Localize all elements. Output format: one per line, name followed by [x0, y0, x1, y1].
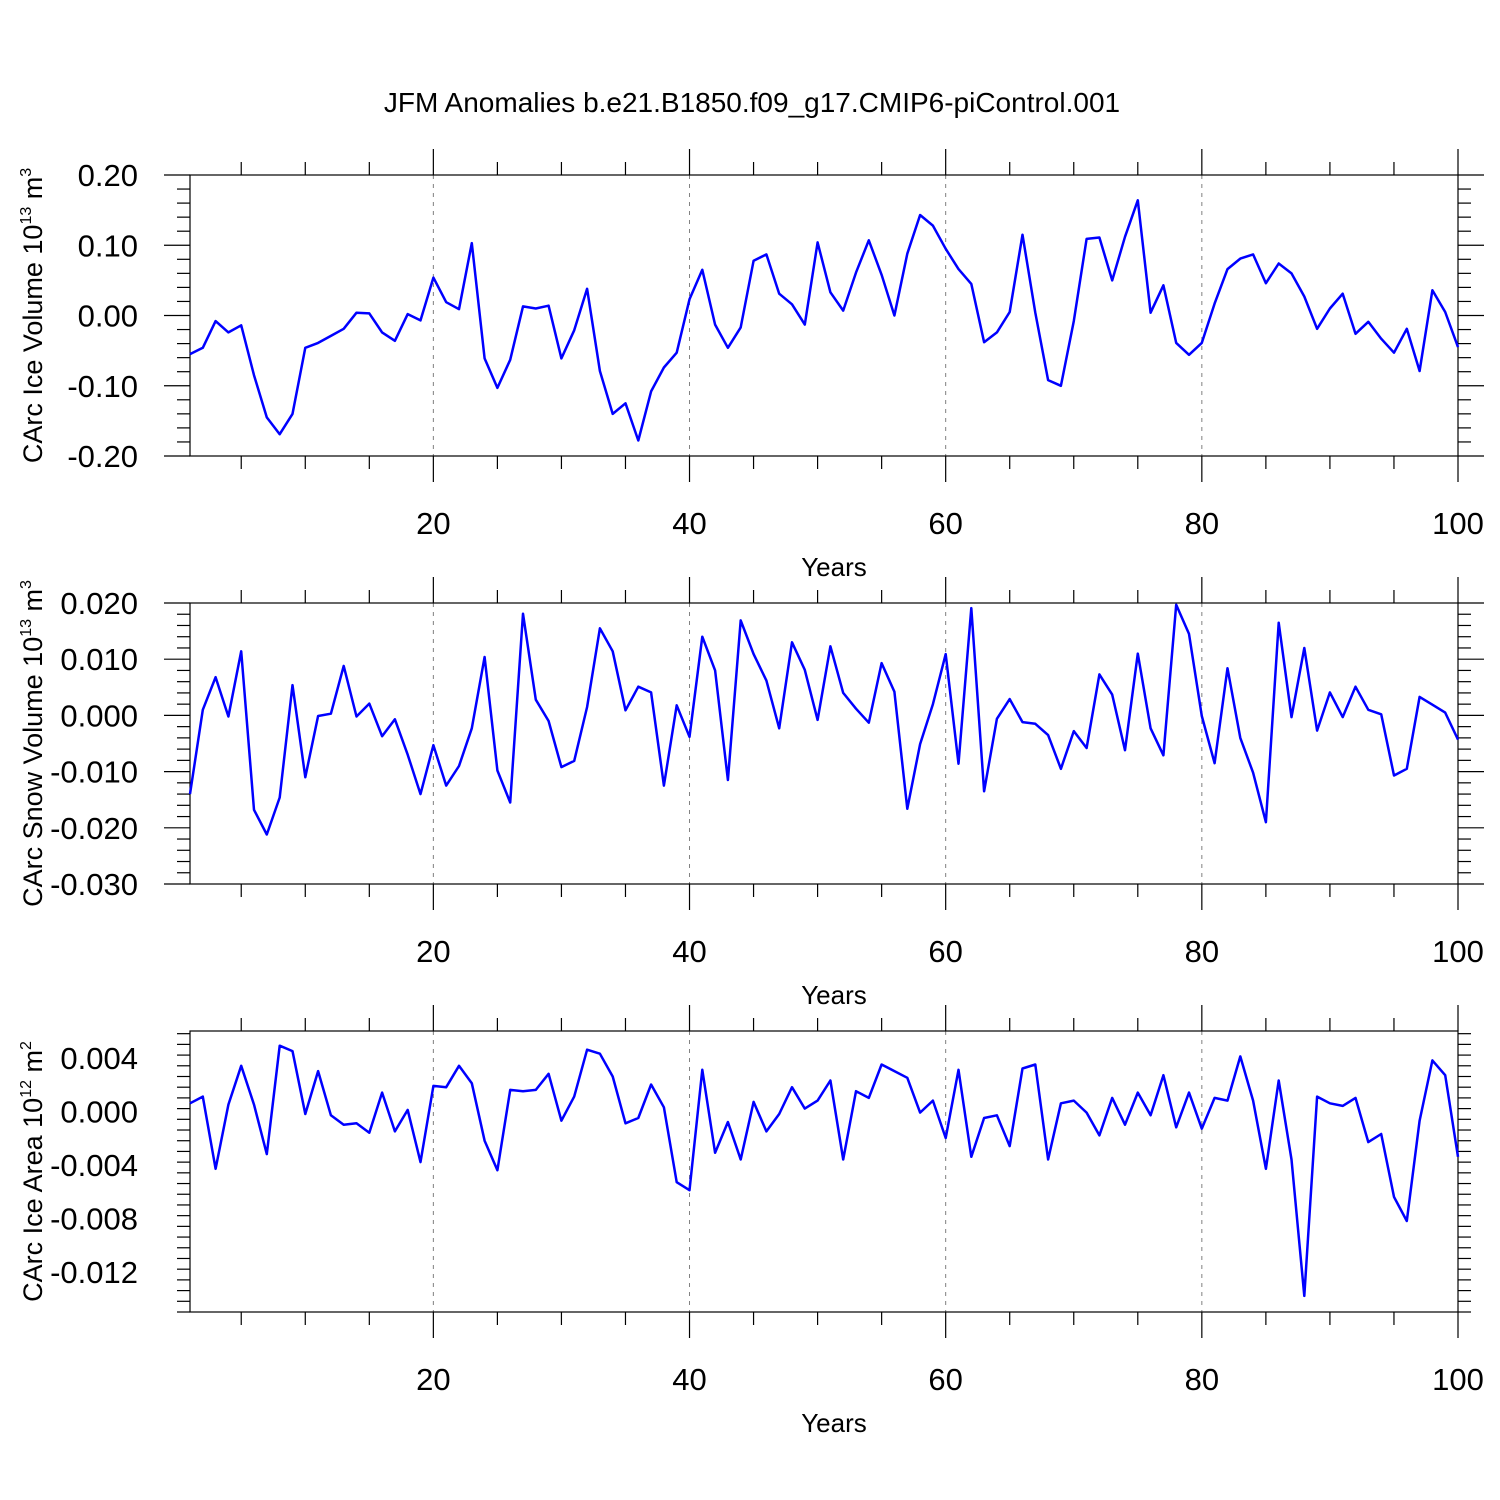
y-tick-label-1: -0.008: [50, 1201, 138, 1236]
x-axis-label: Years: [801, 980, 867, 1010]
x-tick-label-60: 60: [928, 934, 962, 969]
y-tick-label-4: 0.004: [60, 1041, 138, 1076]
x-tick-label-40: 40: [672, 934, 706, 969]
x-tick-label-40: 40: [672, 1362, 706, 1397]
y-tick-label-1: -0.10: [67, 369, 138, 404]
x-tick-label-60: 60: [928, 506, 962, 541]
series-line-ice_volume: [189, 199, 1460, 442]
y-tick-label-2: -0.010: [50, 755, 138, 790]
y-tick-label-3: 0.000: [60, 698, 138, 733]
plot-frame: [189, 602, 1459, 885]
panels: 20 40 60 80 100 -0.20 -0.10 0.00 0.10 0.20 Years CA…: [18, 149, 1484, 1438]
y-axis-label: CArc Snow Volume 1013 m3: [18, 580, 48, 907]
x-tick-label-80: 80: [1185, 506, 1219, 541]
y-tick-label-5: 0.020: [60, 586, 138, 621]
panel-1: 20 40 60 80 100 -0.20 -0.10 0.00 0.10 0.20 Years CA…: [18, 149, 1484, 582]
x-tick-label-20: 20: [416, 1362, 450, 1397]
panel-2: 20 40 60 80 100 -0.030 -0.020 -0.010 0.000 0.010 0…: [18, 577, 1484, 1010]
y-tick-label-3: 0.000: [60, 1094, 138, 1129]
plot-frame: [189, 174, 1459, 457]
y-tick-label-0: -0.20: [67, 439, 138, 474]
y-tick-label-4: 0.20: [78, 158, 138, 193]
y-tick-label-0: -0.030: [50, 867, 138, 902]
series-line-snow_volume: [188, 603, 1460, 836]
y-tick-label-1: -0.020: [50, 811, 138, 846]
x-tick-label-80: 80: [1185, 934, 1219, 969]
panel-3: 20 40 60 80 100 -0.012 -0.008 -0.004 0.000 0.004 Y…: [18, 1005, 1484, 1438]
y-tick-label-2: 0.00: [78, 299, 138, 334]
series-line-ice_area: [189, 1044, 1460, 1298]
x-tick-label-80: 80: [1185, 1362, 1219, 1397]
y-tick-label-0: -0.012: [50, 1255, 138, 1290]
y-axis-label: CArc Ice Area 1012 m2: [18, 1041, 48, 1302]
x-tick-label-20: 20: [416, 506, 450, 541]
x-tick-label-100: 100: [1432, 1362, 1484, 1397]
y-tick-label-3: 0.10: [78, 228, 138, 263]
x-tick-label-20: 20: [416, 934, 450, 969]
x-axis-label: Years: [801, 1408, 867, 1438]
x-tick-label-40: 40: [672, 506, 706, 541]
x-tick-label-60: 60: [928, 1362, 962, 1397]
y-axis-label: CArc Ice Volume 1013 m3: [18, 168, 48, 463]
y-tick-label-2: -0.004: [50, 1148, 138, 1183]
chart-title: JFM Anomalies b.e21.B1850.f09_g17.CMIP6-…: [384, 87, 1120, 118]
x-tick-label-100: 100: [1432, 934, 1484, 969]
plot-frame: [189, 1030, 1459, 1313]
x-axis-label: Years: [801, 552, 867, 582]
x-tick-label-100: 100: [1432, 506, 1484, 541]
y-tick-label-4: 0.010: [60, 642, 138, 677]
